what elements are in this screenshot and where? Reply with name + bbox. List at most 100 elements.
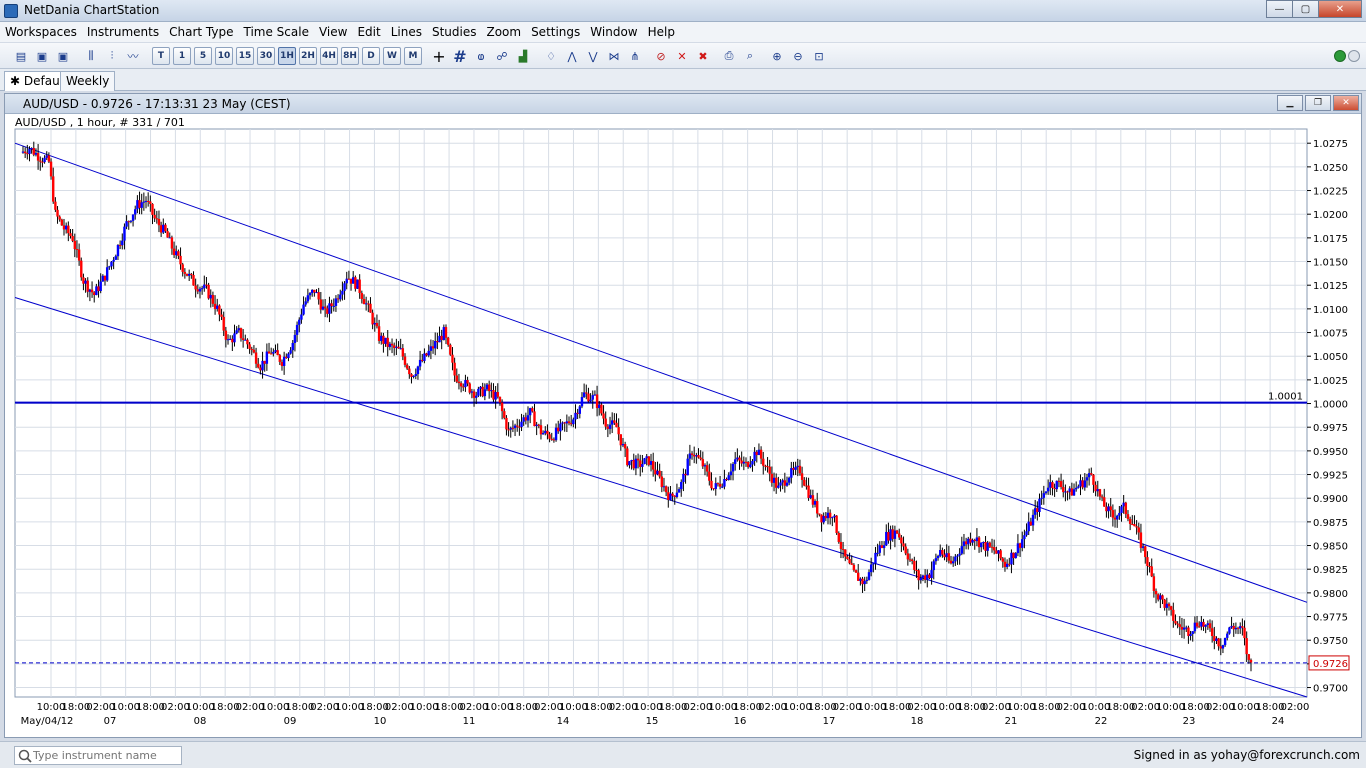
timeframe-d-button[interactable]: D xyxy=(362,47,380,65)
candle-up xyxy=(986,542,989,551)
print-icon[interactable]: ⎙ xyxy=(724,49,734,62)
tab-default[interactable]: ✱ Default xyxy=(4,71,74,91)
fibonacci-icon[interactable]: ⱷ xyxy=(477,49,485,63)
minimize-button[interactable]: — xyxy=(1266,0,1293,18)
zoom-out-icon[interactable]: ⊖ xyxy=(793,49,803,63)
zoom-in-icon[interactable]: ⊕ xyxy=(772,49,782,63)
candle-down xyxy=(349,278,353,284)
menu-settings[interactable]: Settings xyxy=(531,25,581,39)
candle-down xyxy=(617,427,620,435)
menu-studies[interactable]: Studies xyxy=(431,25,477,39)
menu-window[interactable]: Window xyxy=(590,25,638,39)
candle-down xyxy=(947,553,951,561)
candle-up xyxy=(64,225,68,230)
candle-up xyxy=(1010,552,1013,565)
candle-down xyxy=(658,470,661,477)
trendline-icon[interactable]: ⋀ xyxy=(567,49,577,63)
candle-up xyxy=(1120,506,1123,513)
menu-view[interactable]: View xyxy=(318,25,348,39)
candle-down xyxy=(1161,595,1164,600)
grid-icon[interactable]: # xyxy=(453,46,467,66)
menu-time-scale[interactable]: Time Scale xyxy=(243,25,309,39)
delete-icon[interactable]: ✕ xyxy=(677,49,687,63)
instrument-search-box[interactable] xyxy=(14,746,182,765)
alert-bell-icon[interactable]: ♢ xyxy=(546,49,556,63)
timeframe-5m-button[interactable]: 5 xyxy=(194,47,212,65)
timeframe-m-button[interactable]: M xyxy=(404,47,422,65)
candle-down xyxy=(913,560,916,570)
timeframe-4h-button[interactable]: 4H xyxy=(320,47,338,65)
chart-close-button[interactable]: ✕ xyxy=(1333,95,1359,111)
timeframe-15m-button[interactable]: 15 xyxy=(236,47,254,65)
print-preview-icon[interactable]: ⌕ xyxy=(746,49,754,62)
candle-up xyxy=(1185,627,1188,629)
timeframe-2h-button[interactable]: 2H xyxy=(299,47,317,65)
candle-up xyxy=(110,261,113,267)
new-document-icon[interactable]: ▤ xyxy=(15,49,27,63)
candle-up xyxy=(656,470,659,475)
candle-down xyxy=(220,314,223,317)
candle-up xyxy=(123,226,126,241)
timeframe-8h-button[interactable]: 8H xyxy=(341,47,359,65)
bar-chart-icon[interactable]: ⫶ xyxy=(110,49,114,62)
candle-up xyxy=(643,458,646,465)
candle-down xyxy=(410,374,413,377)
x-time-label: 18:00 xyxy=(509,702,538,713)
remove-line-icon[interactable]: ⊘ xyxy=(656,49,666,63)
save-all-icon[interactable]: ▣ xyxy=(57,49,69,63)
tab-weekly[interactable]: Weekly xyxy=(60,71,116,91)
maximize-button[interactable]: ▢ xyxy=(1292,0,1319,18)
candle-down xyxy=(1094,484,1097,492)
candle-down xyxy=(1178,624,1181,627)
line-chart-icon[interactable]: 〰 xyxy=(127,50,139,63)
candle-up xyxy=(1042,493,1046,498)
menu-edit[interactable]: Edit xyxy=(357,25,381,39)
candle-up xyxy=(1083,480,1087,488)
candle-up xyxy=(395,346,398,348)
delete-all-icon[interactable]: ✖ xyxy=(698,49,708,63)
candle-up xyxy=(1221,645,1225,649)
zoom-reset-icon[interactable]: ⊡ xyxy=(814,49,824,63)
pitchfork-icon[interactable]: ⋔ xyxy=(630,49,640,63)
candle-up xyxy=(298,319,301,325)
candle-up xyxy=(1085,477,1089,481)
timeframe-10m-button[interactable]: 10 xyxy=(215,47,233,65)
timeframe-1m-button[interactable]: 1 xyxy=(173,47,191,65)
menu-zoom[interactable]: Zoom xyxy=(486,25,522,39)
chart-minimize-button[interactable]: ▁ xyxy=(1277,95,1303,111)
candle-down xyxy=(155,218,159,220)
candle-down xyxy=(1051,482,1054,488)
candle-down xyxy=(449,344,452,355)
y-tick-label: 0.9750 xyxy=(1313,636,1348,647)
menu-lines[interactable]: Lines xyxy=(390,25,422,39)
timeframe-1h-button[interactable]: 1H xyxy=(278,47,296,65)
x-time-label: 10:00 xyxy=(932,702,961,713)
volume-icon[interactable]: ▟ xyxy=(518,49,528,63)
close-button[interactable]: ✕ xyxy=(1318,0,1362,18)
candle-up xyxy=(332,305,335,307)
channel-icon[interactable]: ⋁ xyxy=(588,49,598,63)
candle-up xyxy=(1182,627,1186,630)
menu-chart-type[interactable]: Chart Type xyxy=(169,25,234,39)
price-chart[interactable]: 1.0275 1.0250 1.0225 1.0200 1.0175 1.0150 1.01… xyxy=(5,94,1361,737)
candle-up xyxy=(1068,488,1071,492)
candle-down xyxy=(595,394,599,409)
menu-instruments[interactable]: Instruments xyxy=(86,25,160,39)
candle-up xyxy=(1228,627,1231,634)
timeframe-t-button[interactable]: T xyxy=(152,47,170,65)
candle-up xyxy=(1223,637,1227,646)
crosshair-icon[interactable]: + xyxy=(432,46,446,66)
x-time-label: 02:00 xyxy=(758,702,787,713)
instrument-search-input[interactable] xyxy=(33,749,173,762)
chart-restore-button[interactable]: ❐ xyxy=(1305,95,1331,111)
timeframe-w-button[interactable]: W xyxy=(383,47,401,65)
candle-down xyxy=(1070,488,1074,496)
menu-workspaces[interactable]: Workspaces xyxy=(5,25,77,39)
menu-help[interactable]: Help xyxy=(647,25,675,39)
candlestick-chart-icon[interactable]: ⫼ xyxy=(88,49,94,62)
save-icon[interactable]: ▣ xyxy=(36,49,48,63)
parallel-lines-icon[interactable]: ⋈ xyxy=(608,49,620,63)
timeframe-30m-button[interactable]: 30 xyxy=(257,47,275,65)
studies-icon[interactable]: ☍ xyxy=(496,49,508,63)
status-bar: Signed in as yohay@forexcrunch.com xyxy=(0,741,1366,768)
